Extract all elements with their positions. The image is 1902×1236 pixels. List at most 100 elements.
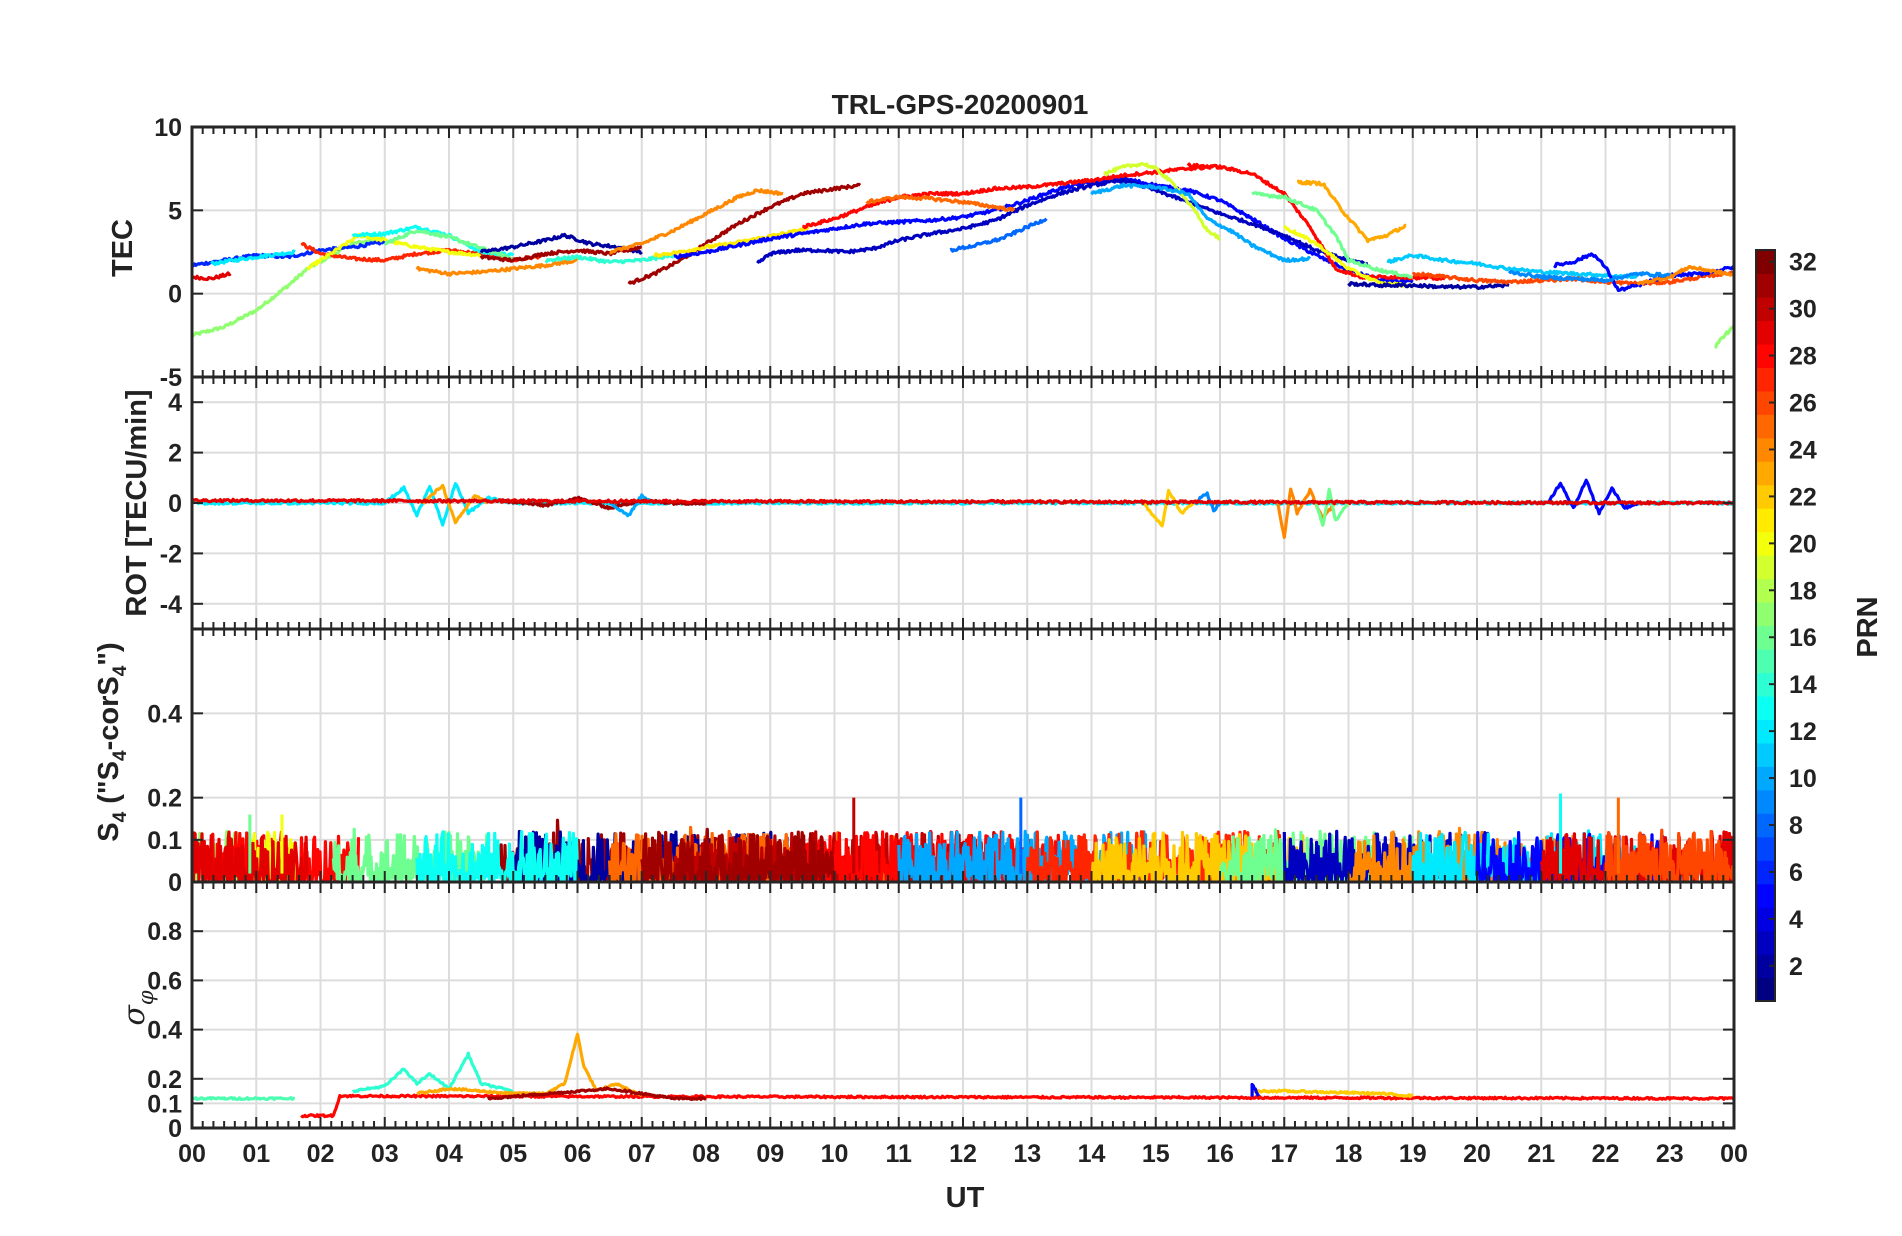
sigma_phi-y-tick-label: 0 bbox=[168, 1115, 182, 1143]
x-tick-label: 20 bbox=[1463, 1140, 1491, 1168]
x-tick-label: 21 bbox=[1527, 1140, 1555, 1168]
x-tick-label: 08 bbox=[692, 1140, 720, 1168]
x-tick-label: 17 bbox=[1270, 1140, 1298, 1168]
tec-series-prn-2 bbox=[1347, 281, 1510, 290]
sigma_phi-y-tick-label: 0.6 bbox=[147, 967, 182, 995]
s4-series-prn-13 bbox=[415, 830, 579, 884]
x-tick-label: 16 bbox=[1206, 1140, 1234, 1168]
x-tick-label: 19 bbox=[1399, 1140, 1427, 1168]
rot-series-prn-22 bbox=[1141, 488, 1196, 528]
colorbar-segment-prn-24 bbox=[1756, 437, 1775, 462]
colorbar-segment-prn-31 bbox=[1756, 273, 1775, 298]
x-tick-label: 22 bbox=[1592, 1140, 1620, 1168]
x-tick-label: 09 bbox=[756, 1140, 784, 1168]
colorbar-tick-label: 10 bbox=[1789, 765, 1817, 793]
colorbar-segment-prn-17 bbox=[1756, 602, 1775, 627]
colorbar-segment-prn-26 bbox=[1756, 390, 1775, 415]
colorbar-segment-prn-1 bbox=[1756, 977, 1775, 1002]
rot-series-prn-23 bbox=[421, 483, 489, 525]
colorbar-tick-label: 22 bbox=[1789, 483, 1817, 511]
rot-series-prn-5 bbox=[1546, 478, 1639, 516]
colorbar-segment-prn-19 bbox=[1756, 555, 1775, 580]
sigma_phi-series-prn-22 bbox=[1251, 1088, 1414, 1099]
colorbar-tick-label: 6 bbox=[1789, 859, 1803, 887]
rot-y-tick-label: 4 bbox=[168, 389, 182, 417]
sigma_phi-series-prn-31 bbox=[486, 1086, 707, 1102]
colorbar-segment-prn-13 bbox=[1756, 695, 1775, 720]
x-axis-label: UT bbox=[946, 1182, 985, 1214]
panel-tec: TEC bbox=[107, 219, 139, 277]
tec-series-prn-19 bbox=[1102, 161, 1221, 241]
colorbar-scale bbox=[1756, 250, 1775, 1002]
colorbar-tick-label: 32 bbox=[1789, 249, 1817, 277]
tec-series-prn-29 bbox=[191, 271, 232, 282]
tec-series-prn-10 bbox=[1090, 182, 1312, 263]
x-tick-label: 18 bbox=[1335, 1140, 1363, 1168]
colorbar-segment-prn-15 bbox=[1756, 648, 1775, 674]
colorbar-tick-label: 14 bbox=[1789, 671, 1817, 699]
colorbar-segment-prn-23 bbox=[1756, 461, 1775, 486]
colorbar-tick-label: 2 bbox=[1789, 953, 1803, 981]
tec-series-prn-17 bbox=[1714, 325, 1735, 349]
colorbar-label: PRN bbox=[1852, 596, 1884, 657]
tec-y-tick-label: 0 bbox=[168, 281, 182, 309]
rot-y-tick-label: 0 bbox=[168, 490, 182, 518]
sigma_phi-y-tick-label: 0.4 bbox=[147, 1017, 182, 1045]
x-tick-label: 00 bbox=[178, 1140, 206, 1168]
tec-series-prn-14 bbox=[544, 253, 676, 265]
tec-series-prn-17 bbox=[191, 236, 386, 338]
chart-title: TRL-GPS-20200901 bbox=[832, 89, 1089, 120]
tec-series-prn-24 bbox=[1636, 265, 1735, 286]
colorbar-segment-prn-9 bbox=[1756, 789, 1775, 814]
sigma_phi-y-tick-label: 0.2 bbox=[147, 1066, 182, 1094]
colorbar-segment-prn-4 bbox=[1756, 907, 1775, 932]
colorbar-segment-prn-12 bbox=[1756, 719, 1775, 744]
colorbar-segment-prn-20 bbox=[1756, 531, 1775, 556]
x-tick-label: 14 bbox=[1078, 1140, 1106, 1168]
colorbar-segment-prn-2 bbox=[1756, 954, 1775, 979]
tec-series-prn-2 bbox=[479, 232, 643, 255]
x-tick-label: 03 bbox=[371, 1140, 399, 1168]
tec-series-prn-3 bbox=[756, 177, 1369, 267]
tec-y-tick-label: 10 bbox=[154, 114, 182, 142]
panel-s4: S4 ("S4-corS4") bbox=[93, 642, 131, 841]
rot-y-tick-label: -2 bbox=[160, 540, 182, 568]
colorbar-frame bbox=[1755, 249, 1776, 1002]
colorbar-segment-prn-21 bbox=[1756, 508, 1775, 533]
tec-series-prn-13 bbox=[351, 224, 515, 258]
tec-series-prn-12 bbox=[210, 249, 296, 267]
x-tick-label: 04 bbox=[435, 1140, 463, 1168]
tec-series-prn-28 bbox=[802, 164, 1215, 230]
x-tick-label: 23 bbox=[1656, 1140, 1684, 1168]
colorbar-segment-prn-7 bbox=[1756, 836, 1775, 861]
tec-series-prn-31 bbox=[627, 182, 862, 285]
s4-y-tick-label: 0.1 bbox=[147, 827, 182, 855]
sigma_phi-series-prn-15 bbox=[191, 1095, 296, 1102]
tec-series-prn-24 bbox=[415, 257, 579, 277]
colorbar-segment-prn-32 bbox=[1756, 250, 1775, 275]
colorbar-segment-prn-30 bbox=[1756, 296, 1775, 322]
tec-series-prn-24 bbox=[609, 188, 784, 255]
x-tick-label: 13 bbox=[1013, 1140, 1041, 1168]
colorbar-segment-prn-16 bbox=[1756, 625, 1775, 650]
colorbar-segment-prn-11 bbox=[1756, 742, 1775, 767]
s4-y-tick-label: 0 bbox=[168, 869, 182, 897]
colorbar-segment-prn-22 bbox=[1756, 484, 1775, 509]
x-tick-label: 06 bbox=[564, 1140, 592, 1168]
rot-plot: -4 -2 0 2 4 bbox=[160, 375, 1736, 631]
x-tick-label: 15 bbox=[1142, 1140, 1170, 1168]
colorbar-segment-prn-6 bbox=[1756, 860, 1775, 885]
colorbar-tick-label: 24 bbox=[1789, 436, 1817, 464]
tec-series-prn-28 bbox=[1186, 162, 1446, 282]
colorbar-tick-label: 26 bbox=[1789, 390, 1817, 418]
tec-series-prn-9 bbox=[1507, 269, 1671, 284]
colorbar-tick-label: 20 bbox=[1789, 530, 1817, 558]
colorbar-tick-label: 8 bbox=[1789, 812, 1803, 840]
sigma_phi-plot: 00.10.2 0.4 0.6 0.8 00 01 02 03 04 05 06 07 08 09 10 11… bbox=[147, 880, 1748, 1168]
s4-y-tick-label: 0.4 bbox=[147, 700, 182, 728]
tec-series-prn-16 bbox=[1251, 191, 1414, 279]
s4-ylabel: S4 ("S4-corS4") bbox=[93, 642, 131, 841]
